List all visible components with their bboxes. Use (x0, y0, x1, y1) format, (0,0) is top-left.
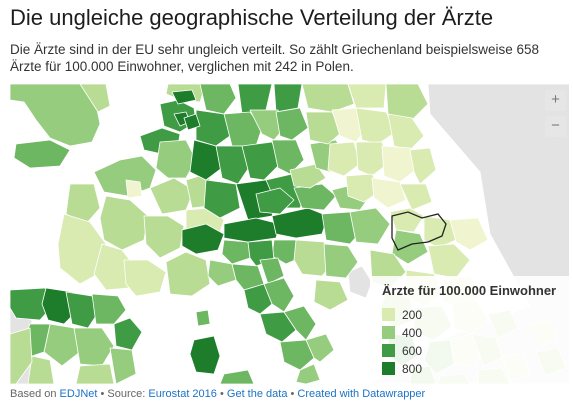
map-region (189, 335, 221, 375)
map-region (183, 113, 201, 131)
map-region (241, 141, 281, 181)
map-region (123, 259, 167, 297)
map-region (347, 265, 373, 299)
map-region (347, 84, 387, 109)
map-region (75, 363, 115, 384)
legend-swatch (382, 344, 395, 357)
map-region (289, 163, 327, 189)
map-region (181, 223, 225, 255)
map-region (327, 141, 361, 177)
legend-label: 800 (402, 362, 423, 376)
map-region (221, 239, 251, 265)
map-region (57, 213, 107, 285)
map-region (263, 277, 295, 313)
map-region (155, 139, 197, 179)
map-region (223, 217, 281, 243)
map-region (409, 147, 437, 185)
map-region (195, 109, 231, 147)
map-region (255, 187, 295, 215)
map-region (13, 139, 71, 169)
get-data-link[interactable]: Get the data (226, 388, 288, 400)
map-region (273, 84, 303, 113)
map-region (293, 183, 337, 211)
map-region (203, 179, 241, 219)
map-region (259, 257, 285, 285)
map-region (391, 229, 429, 265)
map-region (125, 179, 143, 199)
map-region (243, 283, 273, 315)
map-region (99, 195, 149, 251)
map-region (207, 259, 237, 287)
map-region (223, 111, 263, 147)
map-region (73, 327, 115, 367)
map-region (10, 327, 33, 384)
legend-label: 200 (402, 308, 423, 322)
map-region (385, 84, 429, 121)
footer-separator: • (290, 388, 295, 400)
map-region (93, 155, 157, 197)
legend-title: Ärzte für 100.000 Einwohner (382, 283, 557, 298)
edjnet-link[interactable]: EDJNet (59, 388, 98, 400)
map-region (195, 309, 211, 327)
map-region (313, 279, 349, 311)
map-region (189, 139, 223, 181)
map-region (371, 177, 407, 209)
map-region (27, 355, 55, 384)
map-region (275, 107, 309, 141)
map-region (113, 317, 143, 351)
map-region (295, 363, 321, 384)
map-region (427, 243, 471, 279)
map-region (79, 84, 111, 113)
map-region (219, 369, 255, 384)
footer: Based on EDJNet • Source: Eurostat 2016 … (10, 388, 425, 400)
footer-prefix: Based on (10, 388, 57, 400)
map-region (323, 243, 359, 279)
chart-description: Die Ärzte sind in der EU sehr ungleich v… (10, 42, 540, 74)
map-region (171, 89, 197, 105)
map-region (65, 183, 101, 225)
map-region (355, 107, 397, 145)
map-region (283, 305, 317, 341)
map-region (143, 215, 185, 259)
footer-separator: • (219, 388, 224, 400)
map-region (259, 311, 297, 343)
map-region (215, 145, 251, 185)
map-region (91, 293, 127, 325)
map-legend: Ärzte für 100.000 Einwohner 200 400 600 … (370, 276, 570, 384)
map-region (279, 339, 315, 371)
chart-title: Die ungleiche geographische Verteilung d… (10, 5, 494, 30)
source-link[interactable]: Eurostat 2016 (148, 388, 217, 400)
datawrapper-link[interactable]: Created with Datawrapper (297, 388, 426, 400)
map-region (349, 207, 391, 245)
map-region (165, 251, 211, 297)
legend-label: 600 (402, 344, 423, 358)
map-region (65, 291, 101, 329)
map-region (369, 84, 569, 384)
zoom-in-button[interactable]: + (545, 90, 566, 111)
footer-source-prefix: • Source: (100, 388, 146, 400)
zoom-out-button[interactable]: − (545, 116, 566, 137)
legend-swatch (382, 308, 395, 321)
map-region (301, 84, 355, 113)
map-region (305, 333, 335, 363)
map-region (355, 141, 391, 177)
map-region (199, 84, 237, 115)
map-region (449, 217, 489, 251)
map-region (271, 139, 305, 175)
map-region (381, 145, 419, 183)
map-region (305, 111, 343, 145)
legend-label: 400 (402, 326, 423, 340)
map-region (109, 347, 137, 384)
legend-swatch (382, 326, 395, 339)
legend-swatch (382, 362, 395, 375)
map-region (237, 84, 273, 115)
map-region (387, 113, 425, 151)
highlighted-region-outline (391, 211, 447, 251)
map-region (399, 183, 433, 211)
